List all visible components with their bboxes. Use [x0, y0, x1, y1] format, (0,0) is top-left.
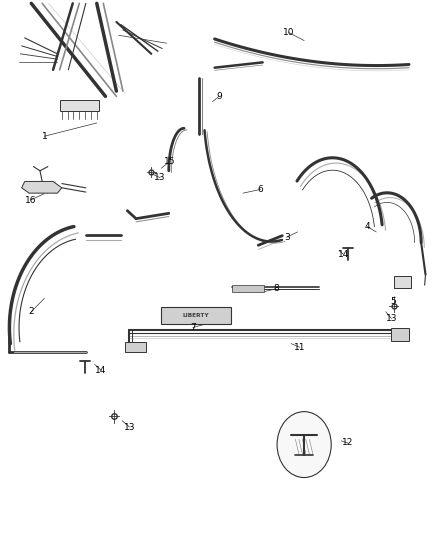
FancyBboxPatch shape [161, 308, 231, 324]
Text: 5: 5 [391, 296, 396, 305]
FancyBboxPatch shape [232, 285, 264, 292]
Text: 13: 13 [124, 423, 135, 432]
Text: 7: 7 [190, 323, 196, 332]
Text: 12: 12 [342, 439, 353, 448]
Text: 4: 4 [365, 222, 370, 231]
Text: 13: 13 [386, 314, 397, 323]
Text: 14: 14 [338, 250, 349, 259]
Circle shape [277, 411, 331, 478]
Text: 14: 14 [95, 366, 107, 375]
Text: 3: 3 [284, 233, 290, 242]
Text: 2: 2 [28, 307, 34, 316]
FancyBboxPatch shape [392, 328, 409, 341]
Text: 11: 11 [294, 343, 306, 352]
Text: 16: 16 [25, 196, 36, 205]
Text: LIBERTY: LIBERTY [183, 313, 210, 318]
Text: 8: 8 [273, 284, 279, 293]
Polygon shape [21, 181, 62, 193]
Text: 9: 9 [216, 92, 222, 101]
Text: 10: 10 [283, 28, 295, 37]
Text: 13: 13 [154, 173, 166, 182]
Text: 15: 15 [164, 157, 176, 166]
FancyBboxPatch shape [125, 342, 146, 352]
Text: 6: 6 [258, 185, 263, 194]
Text: 1: 1 [42, 132, 47, 141]
FancyBboxPatch shape [394, 276, 411, 288]
FancyBboxPatch shape [60, 100, 99, 111]
